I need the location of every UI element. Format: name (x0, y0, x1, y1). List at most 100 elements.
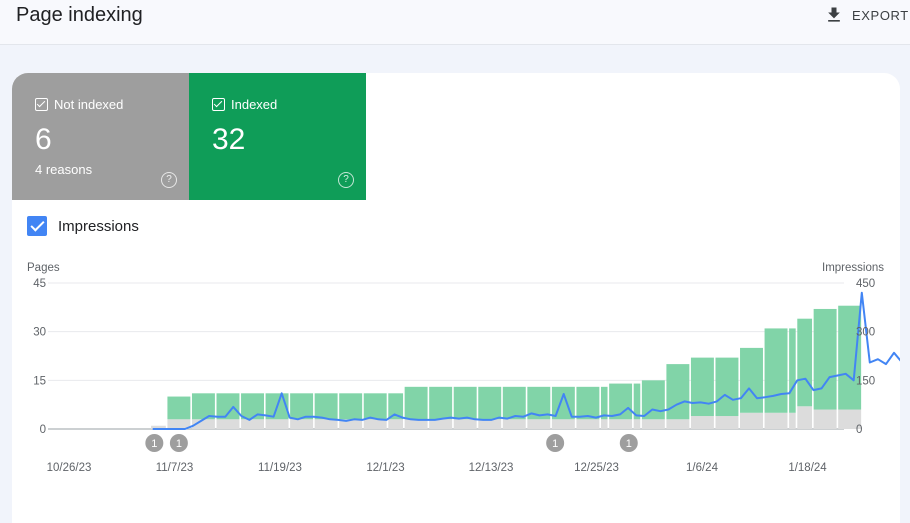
not-indexed-bar (502, 419, 526, 429)
not-indexed-bar (813, 409, 837, 429)
checkbox-icon (35, 98, 48, 111)
annotation-label: 1 (626, 438, 632, 450)
not-indexed-bar (600, 419, 608, 429)
not-indexed-bar (715, 416, 739, 429)
x-tick-label: 12/25/23 (574, 462, 619, 474)
export-label: EXPORT (852, 7, 909, 23)
indexed-bar (388, 393, 404, 420)
indexed-label: Indexed (231, 97, 278, 112)
not-indexed-bar (216, 419, 240, 429)
x-tick-label: 10/26/23 (47, 462, 92, 474)
indexed-bar (290, 393, 314, 420)
not-indexed-bar (609, 419, 633, 429)
not-indexed-bar (167, 419, 191, 429)
x-tick-label: 12/1/23 (366, 462, 404, 474)
indexed-bar (633, 383, 641, 420)
indexed-bar (241, 393, 264, 420)
export-button[interactable]: EXPORT (824, 4, 909, 26)
indexed-bar (363, 393, 387, 420)
annotation-label: 1 (151, 438, 157, 450)
left-tick-label: 45 (33, 278, 46, 290)
not-indexed-bar (429, 419, 453, 429)
indexed-bar (838, 305, 862, 410)
impressions-label: Impressions (58, 217, 139, 235)
help-icon[interactable]: ? (161, 172, 177, 188)
indexed-bar (797, 318, 813, 407)
right-tick-label: 300 (856, 327, 875, 339)
indexed-bar (339, 393, 363, 420)
download-icon (828, 7, 840, 22)
indexing-chart: 1 1 1 1 45 450 30 300 15 150 0 0 Pages Impressions 10… (27, 262, 900, 474)
page-title: Page indexing (16, 4, 143, 26)
checkbox-checked-icon (27, 216, 47, 236)
indexed-bar (600, 386, 608, 420)
not-indexed-bar (576, 419, 600, 429)
left-tick-label: 15 (33, 375, 46, 387)
annotation-marker (145, 434, 164, 452)
not-indexed-bar (789, 412, 796, 429)
not-indexed-bar (641, 419, 665, 429)
not-indexed-reasons: 4 reasons (35, 162, 93, 177)
indexed-bar (478, 386, 502, 420)
not-indexed-bar (363, 419, 387, 429)
not-indexed-bar (478, 419, 502, 429)
not-indexed-bar (404, 419, 428, 429)
not-indexed-bar (764, 412, 788, 429)
x-tick-label: 12/13/23 (469, 462, 514, 474)
x-tick-label: 1/18/24 (788, 462, 827, 474)
indexed-bar (715, 357, 739, 417)
not-indexed-tile[interactable]: Not indexed 6 4 reasons ? (12, 73, 189, 200)
annotation-label: 1 (176, 438, 182, 450)
not-indexed-bar (740, 412, 763, 429)
not-indexed-bar (191, 419, 215, 429)
indexed-bar (740, 347, 763, 413)
right-tick-label: 0 (856, 424, 862, 436)
annotation-label: 1 (552, 438, 558, 450)
indexed-count: 32 (212, 123, 246, 156)
not-indexed-bar (151, 425, 166, 429)
not-indexed-bar (314, 419, 338, 429)
x-tick-label: 11/7/23 (156, 462, 194, 474)
annotation-marker (169, 434, 188, 452)
right-tick-label: 450 (856, 278, 875, 290)
not-indexed-bar (388, 419, 404, 429)
indexed-bar (576, 386, 600, 420)
annotation-marker (619, 434, 638, 452)
not-indexed-bar (290, 419, 314, 429)
indexed-bar (314, 393, 338, 420)
not-indexed-bar (690, 416, 714, 429)
indexed-bar (191, 393, 215, 420)
not-indexed-count: 6 (35, 123, 52, 156)
indexed-bar (813, 308, 837, 410)
help-icon[interactable]: ? (338, 172, 354, 188)
not-indexed-bar (339, 419, 363, 429)
header-bar: Page indexing EXPORT (0, 0, 910, 45)
indexed-bar (453, 386, 477, 420)
not-indexed-bar (241, 419, 264, 429)
indexed-tile[interactable]: Indexed 32 ? (189, 73, 366, 200)
report-card: Not indexed 6 4 reasons ? Indexed 32 ? I… (12, 73, 900, 523)
left-tick-label: 30 (33, 327, 46, 339)
indexed-bar (404, 386, 428, 420)
checkbox-icon (212, 98, 225, 111)
not-indexed-bar (666, 419, 690, 429)
indexed-bar (527, 386, 551, 420)
x-tick-label: 11/19/23 (258, 462, 302, 474)
annotation-marker (546, 434, 565, 452)
indexed-bar (764, 328, 788, 413)
indexed-bar (216, 393, 240, 420)
not-indexed-bar (797, 406, 813, 429)
indexed-bar (666, 364, 690, 420)
not-indexed-label: Not indexed (54, 97, 124, 112)
not-indexed-bar (838, 409, 862, 429)
left-axis-title: Pages (27, 262, 60, 274)
indexed-bar (167, 396, 191, 420)
indexed-bar (690, 357, 714, 417)
not-indexed-bar (265, 419, 289, 429)
impressions-checkbox[interactable]: Impressions (27, 216, 139, 236)
not-indexed-bar (453, 419, 477, 429)
left-tick-label: 0 (40, 424, 46, 436)
right-tick-label: 150 (856, 375, 875, 387)
not-indexed-bar (633, 419, 641, 429)
impressions-line (152, 291, 900, 430)
